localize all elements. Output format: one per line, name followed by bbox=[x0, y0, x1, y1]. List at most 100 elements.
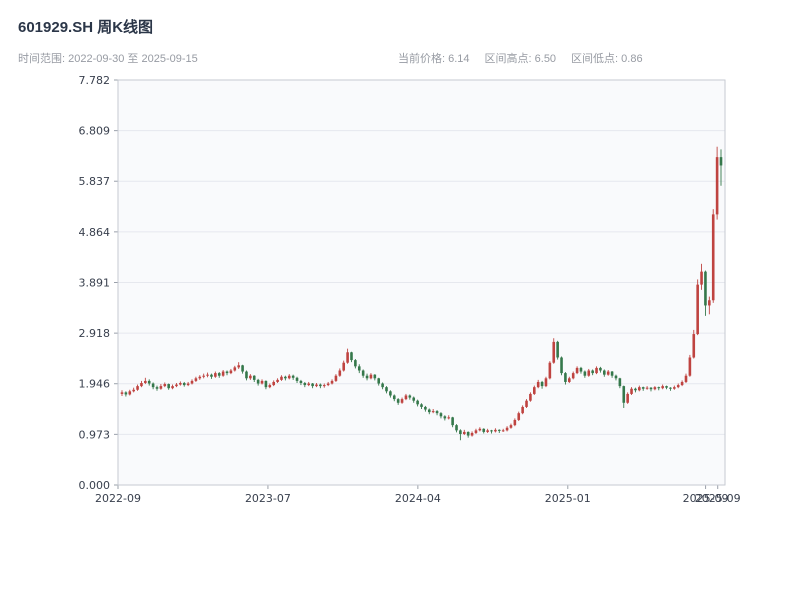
candle-body bbox=[338, 370, 342, 376]
candle-body bbox=[497, 429, 501, 431]
candle-body bbox=[280, 376, 283, 380]
candle-body bbox=[571, 373, 575, 379]
candle-body bbox=[661, 386, 664, 389]
candle-body bbox=[715, 157, 719, 215]
candle-body bbox=[536, 381, 540, 388]
candle-body bbox=[641, 387, 645, 389]
candle-body bbox=[334, 375, 338, 381]
candle-body bbox=[509, 425, 513, 428]
candle-body bbox=[575, 367, 579, 374]
candle-body bbox=[568, 378, 571, 382]
candle-body bbox=[696, 284, 699, 335]
candle-body bbox=[626, 393, 629, 403]
candle-body bbox=[381, 383, 384, 388]
candle-body bbox=[303, 382, 307, 386]
candle-body bbox=[505, 427, 509, 431]
candle-body bbox=[385, 387, 388, 392]
candle-body bbox=[603, 370, 606, 375]
y-tick-label: 6.809 bbox=[79, 125, 111, 138]
candle-body bbox=[638, 387, 641, 391]
candle-body bbox=[202, 375, 205, 377]
candle-body bbox=[692, 334, 696, 358]
candle-body bbox=[311, 383, 314, 387]
candle-body bbox=[171, 386, 174, 389]
candle-body bbox=[404, 395, 408, 400]
page-title: 601929.SH 周K线图 bbox=[18, 19, 154, 36]
candle-body bbox=[319, 384, 322, 387]
candle-body bbox=[155, 387, 159, 389]
candle-body bbox=[214, 373, 217, 377]
candle-body bbox=[532, 387, 536, 394]
candle-body bbox=[272, 381, 275, 386]
candle-body bbox=[657, 387, 661, 389]
candle-body bbox=[649, 387, 653, 390]
candle-body bbox=[295, 377, 299, 381]
candle-body bbox=[583, 371, 587, 376]
candle-body bbox=[276, 379, 279, 382]
candle-body bbox=[346, 352, 349, 363]
x-tick-label: 2025-09 bbox=[683, 492, 729, 505]
x-tick-label: 2023-07 bbox=[245, 492, 291, 505]
candle-body bbox=[587, 370, 591, 376]
candle-body bbox=[610, 371, 614, 376]
y-tick-label: 0.973 bbox=[79, 428, 111, 441]
candle-body bbox=[466, 431, 470, 436]
candle-body bbox=[591, 370, 594, 374]
range-high-label: 区间高点: 6.50 bbox=[484, 53, 557, 65]
candle-body bbox=[595, 367, 598, 374]
candle-body bbox=[579, 367, 583, 372]
candle-body bbox=[622, 386, 626, 403]
candle-body bbox=[365, 375, 369, 379]
candle-body bbox=[190, 380, 194, 384]
plot-border bbox=[117, 79, 726, 486]
candle-body bbox=[513, 419, 517, 426]
candle-body bbox=[354, 360, 357, 367]
candle-body bbox=[315, 384, 318, 387]
candle-body bbox=[245, 371, 248, 379]
candle-body bbox=[124, 392, 128, 395]
candle-body bbox=[291, 375, 295, 378]
candle-body bbox=[521, 406, 524, 414]
y-tick-label: 5.837 bbox=[79, 175, 111, 188]
candle-body bbox=[556, 341, 559, 358]
candle-body bbox=[669, 387, 672, 389]
candle-body bbox=[552, 341, 556, 363]
candle-body bbox=[210, 374, 213, 377]
candle-body bbox=[416, 400, 419, 405]
candle-body bbox=[287, 375, 291, 379]
y-tick-label: 3.891 bbox=[79, 277, 111, 290]
candle-body bbox=[606, 371, 610, 375]
candle-body bbox=[447, 417, 451, 419]
candle-body bbox=[529, 393, 532, 401]
time-range-label: 时间范围: 2022-09-30 至 2025-09-15 bbox=[18, 53, 198, 65]
candle-body bbox=[618, 378, 622, 387]
candle-body bbox=[630, 388, 633, 394]
candle-body bbox=[179, 382, 182, 385]
candle-body bbox=[322, 385, 326, 387]
candle-body bbox=[144, 380, 147, 383]
candle-body bbox=[186, 383, 190, 386]
y-tick-label: 0.000 bbox=[79, 479, 111, 492]
candle-body bbox=[676, 385, 680, 388]
candle-body bbox=[486, 430, 489, 432]
candle-body bbox=[599, 367, 602, 371]
candle-body bbox=[494, 429, 497, 432]
candle-body bbox=[439, 413, 443, 417]
candle-body bbox=[307, 383, 311, 386]
candle-body bbox=[361, 370, 365, 376]
x-tick-label: 2025-01 bbox=[545, 492, 591, 505]
candle-body bbox=[389, 391, 392, 396]
candle-body bbox=[451, 417, 454, 426]
candle-body bbox=[221, 371, 225, 376]
candle-body bbox=[400, 399, 404, 403]
candle-body bbox=[443, 416, 447, 419]
candle-body bbox=[490, 430, 493, 432]
candle-body bbox=[540, 381, 544, 387]
candle-body bbox=[159, 386, 163, 389]
candle-body bbox=[140, 382, 143, 387]
candle-body bbox=[474, 430, 478, 433]
candle-body bbox=[198, 376, 202, 379]
candle-body bbox=[373, 374, 377, 379]
candle-body bbox=[462, 431, 466, 434]
